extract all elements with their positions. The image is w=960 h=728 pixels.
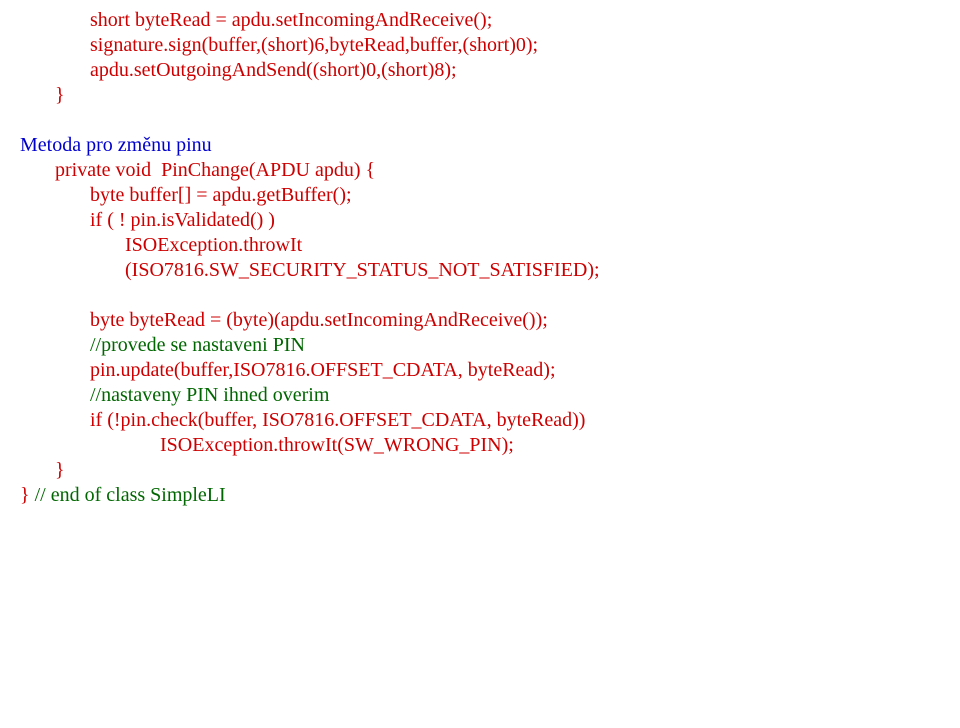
code-line: ISOException.throwIt(SW_WRONG_PIN);: [20, 433, 940, 458]
code-line: Metoda pro změnu pinu: [20, 133, 940, 158]
code-segment: apdu.setOutgoingAndSend((short)0,(short)…: [90, 59, 457, 81]
code-line: [20, 283, 940, 308]
code-line: (ISO7816.SW_SECURITY_STATUS_NOT_SATISFIE…: [20, 258, 940, 283]
code-line: [20, 108, 940, 133]
code-segment: }: [55, 84, 65, 106]
code-segment: ISOException.throwIt: [125, 234, 302, 256]
code-segment: }: [20, 484, 35, 506]
code-segment: signature.sign(buffer,(short)6,byteRead,…: [90, 34, 538, 56]
code-segment: ISOException.throwIt(SW_WRONG_PIN);: [160, 434, 514, 456]
code-line: ISOException.throwIt: [20, 233, 940, 258]
code-segment: private void PinChange(APDU apdu) {: [55, 159, 375, 181]
code-line: } // end of class SimpleLI: [20, 483, 940, 508]
code-line: private void PinChange(APDU apdu) {: [20, 158, 940, 183]
code-segment: // end of class SimpleLI: [35, 484, 226, 506]
code-segment: }: [55, 459, 65, 481]
code-segment: if (!pin.check(buffer, ISO7816.OFFSET_CD…: [90, 409, 585, 431]
code-line: byte byteRead = (byte)(apdu.setIncomingA…: [20, 308, 940, 333]
code-segment: pin.update(buffer,ISO7816.OFFSET_CDATA, …: [90, 359, 556, 381]
code-segment: if ( ! pin.isValidated() ): [90, 209, 275, 231]
code-segment: //nastaveny PIN ihned overim: [90, 384, 329, 406]
code-block: short byteRead = apdu.setIncomingAndRece…: [0, 0, 960, 518]
code-line: }: [20, 458, 940, 483]
code-line: short byteRead = apdu.setIncomingAndRece…: [20, 8, 940, 33]
code-line: apdu.setOutgoingAndSend((short)0,(short)…: [20, 58, 940, 83]
code-line: if ( ! pin.isValidated() ): [20, 208, 940, 233]
code-line: //nastaveny PIN ihned overim: [20, 383, 940, 408]
code-segment: short byteRead = apdu.setIncomingAndRece…: [90, 9, 492, 31]
code-segment: (ISO7816.SW_SECURITY_STATUS_NOT_SATISFIE…: [125, 259, 600, 281]
code-line: signature.sign(buffer,(short)6,byteRead,…: [20, 33, 940, 58]
code-line: byte buffer[] = apdu.getBuffer();: [20, 183, 940, 208]
code-line: //provede se nastaveni PIN: [20, 333, 940, 358]
code-segment: byte buffer[] = apdu.getBuffer();: [90, 184, 352, 206]
code-segment: //provede se nastaveni PIN: [90, 334, 305, 356]
code-line: pin.update(buffer,ISO7816.OFFSET_CDATA, …: [20, 358, 940, 383]
code-segment: Metoda pro změnu pinu: [20, 134, 212, 156]
code-line: if (!pin.check(buffer, ISO7816.OFFSET_CD…: [20, 408, 940, 433]
code-segment: byte byteRead = (byte)(apdu.setIncomingA…: [90, 309, 548, 331]
code-line: }: [20, 83, 940, 108]
